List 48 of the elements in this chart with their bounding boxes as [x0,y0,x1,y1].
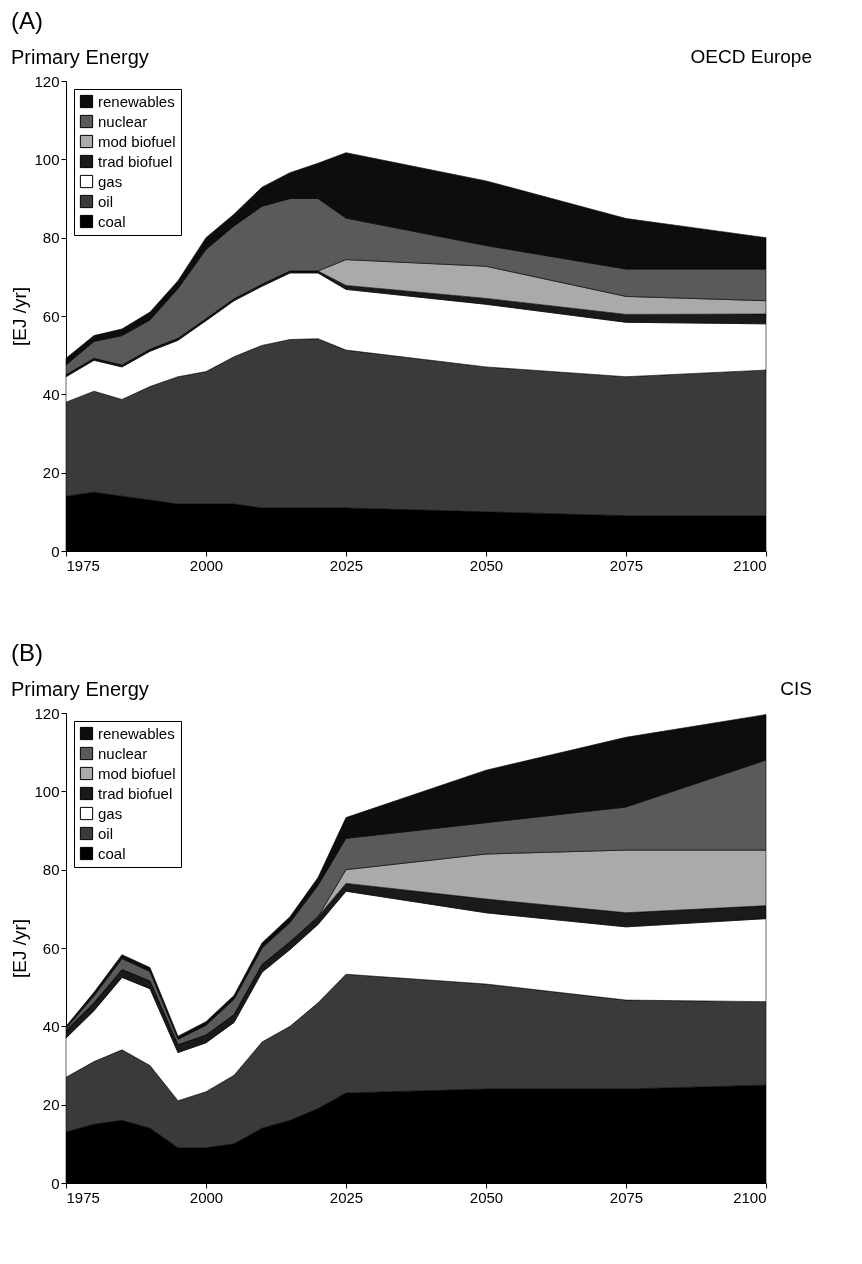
legend-label: coal [98,844,126,862]
text: OECD Europe [690,46,812,68]
legend-label: nuclear [98,744,148,762]
x-tick-label: 2025 [329,556,364,574]
text: CIS [780,678,812,700]
y-tick-label: 60 [42,939,60,957]
legend-label: renewables [98,724,175,742]
y-tick-label: 60 [42,307,60,325]
legend-label: oil [98,824,114,842]
x-tick-label: 2000 [189,556,224,574]
chart-subtitle: Primary Energy [10,678,149,700]
y-tick-label: 100 [34,150,60,168]
x-tick-label: 2000 [189,1188,224,1206]
x-tick-label: 1975 [66,556,100,574]
legend-label: coal [98,212,126,230]
x-tick-label: 2075 [609,1188,644,1206]
y-tick-label: 20 [42,464,60,482]
legend-label: nuclear [98,112,148,130]
legend-label: oil [98,192,114,210]
x-tick-label: 2050 [469,1188,504,1206]
x-tick-label: 2050 [469,556,504,574]
x-tick-label: 2100 [733,1188,767,1206]
y-axis-title: [EJ /yr] [9,286,31,347]
y-tick-label: 120 [34,72,60,90]
legend-label: mod biofuel [98,132,176,150]
y-tick-label: 40 [42,1017,60,1035]
y-tick-label: 40 [42,385,60,403]
y-axis-title: [EJ /yr] [9,918,31,979]
y-tick-label: 20 [42,1096,60,1114]
y-tick-label: 80 [42,229,60,247]
legend-label: gas [98,172,123,190]
y-tick-label: 100 [34,782,60,800]
x-tick-label: 2025 [329,1188,364,1206]
x-tick-label: 1975 [66,1188,100,1206]
chart-title: (B) [10,639,43,666]
legend-label: renewables [98,92,175,110]
legend-label: mod biofuel [98,764,176,782]
legend-label: trad biofuel [98,152,173,170]
legend-label: gas [98,804,123,822]
y-tick-label: 0 [51,542,60,560]
legend-label: trad biofuel [98,784,173,802]
x-tick-label: 2100 [733,556,767,574]
x-tick-label: 2075 [609,556,644,574]
y-tick-label: 80 [42,861,60,879]
chart-title: (A) [10,7,43,34]
y-tick-label: 0 [51,1174,60,1192]
y-tick-label: 120 [34,704,60,722]
chart-subtitle: Primary Energy [10,46,149,68]
